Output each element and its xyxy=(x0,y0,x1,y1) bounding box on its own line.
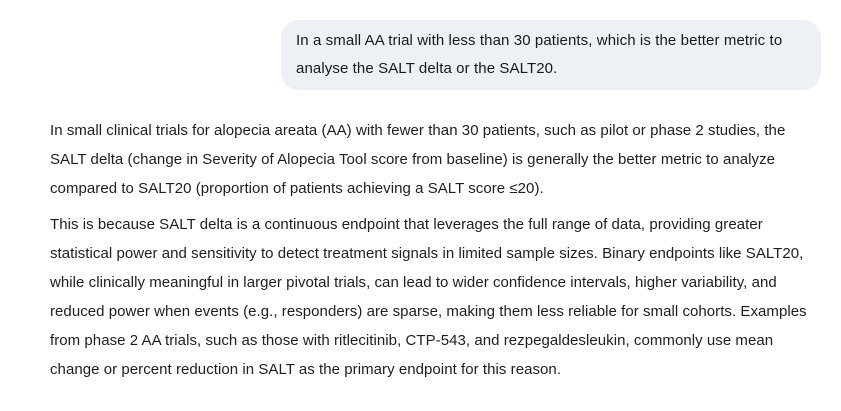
user-message-row: In a small AA trial with less than 30 pa… xyxy=(0,20,821,90)
user-message-bubble[interactable]: In a small AA trial with less than 30 pa… xyxy=(281,20,821,90)
assistant-response-paragraph: This is because SALT delta is a continuo… xyxy=(50,216,807,378)
assistant-response: In small clinical trials for alopecia ar… xyxy=(50,116,816,391)
assistant-response-paragraph: In small clinical trials for alopecia ar… xyxy=(50,122,786,197)
user-message-text: In a small AA trial with less than 30 pa… xyxy=(296,32,783,77)
